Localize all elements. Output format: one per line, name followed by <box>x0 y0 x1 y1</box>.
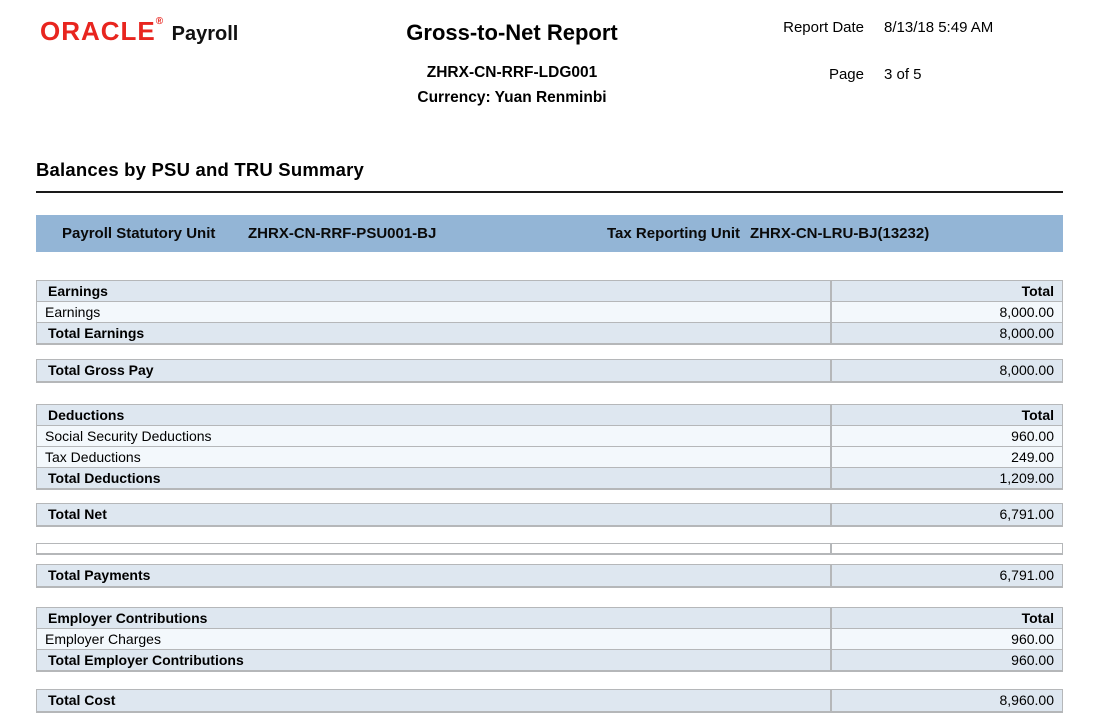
oracle-trademark: ® <box>155 16 164 27</box>
table-row: Social Security Deductions 960.00 <box>37 425 1062 446</box>
total-payments-table: Total Payments 6,791.00 <box>36 564 1063 588</box>
row-value: 8,000.00 <box>999 362 1055 378</box>
tru-value: ZHRX-CN-LRU-BJ(13232) <box>750 225 930 242</box>
row-label: Total Employer Contributions <box>37 650 832 670</box>
row-label: Employer Contributions <box>37 608 832 628</box>
table-row: Employer Contributions Total <box>37 608 1062 628</box>
row-label: Total Deductions <box>37 468 832 488</box>
oracle-payroll-logo: ORACLE® Payroll <box>40 16 238 47</box>
psu-value: ZHRX-CN-RRF-PSU001-BJ <box>248 225 437 242</box>
table-row: Earnings 8,000.00 <box>37 301 1062 322</box>
row-value <box>832 544 1062 553</box>
table-row: Tax Deductions 249.00 <box>37 446 1062 467</box>
row-value: 8,000.00 <box>999 325 1055 341</box>
deductions-table: Deductions Total Social Security Deducti… <box>36 404 1063 490</box>
table-row: Total Cost 8,960.00 <box>37 690 1062 711</box>
row-label: Earnings <box>37 281 832 301</box>
earnings-table: Earnings Total Earnings 8,000.00 Total E… <box>36 280 1063 345</box>
row-value: 8,000.00 <box>999 304 1055 320</box>
row-label: Earnings <box>37 302 832 322</box>
table-row: Total Gross Pay 8,000.00 <box>37 360 1062 381</box>
row-label: Employer Charges <box>37 629 832 649</box>
report-date-value: 8/13/18 5:49 AM <box>884 19 994 36</box>
total-cost-table: Total Cost 8,960.00 <box>36 689 1063 713</box>
row-value: 8,960.00 <box>999 692 1055 708</box>
report-date-label: Report Date <box>783 19 864 36</box>
employer-contributions-table: Employer Contributions Total Employer Ch… <box>36 607 1063 672</box>
table-row: Total Employer Contributions 960.00 <box>37 649 1062 670</box>
report-subtitle-currency: Currency: Yuan Renminbi <box>417 89 607 106</box>
row-value: 960.00 <box>1011 652 1054 668</box>
table-row: Total Payments 6,791.00 <box>37 565 1062 586</box>
table-row <box>37 544 1062 553</box>
row-value: Total <box>1021 610 1054 626</box>
logo-product-label: Payroll <box>171 23 239 45</box>
row-label: Total Payments <box>37 565 832 586</box>
row-label: Total Earnings <box>37 323 832 343</box>
page-label: Page <box>828 66 864 83</box>
table-row: Total Earnings 8,000.00 <box>37 322 1062 343</box>
row-value: 6,791.00 <box>999 506 1055 522</box>
table-row: Total Net 6,791.00 <box>37 504 1062 525</box>
row-value: 960.00 <box>1011 631 1054 647</box>
table-row: Deductions Total <box>37 405 1062 425</box>
table-row: Employer Charges 960.00 <box>37 628 1062 649</box>
row-value: 249.00 <box>1011 449 1054 465</box>
row-label: Tax Deductions <box>37 447 832 467</box>
page-value: 3 of 5 <box>884 66 922 83</box>
row-label: Total Gross Pay <box>37 360 832 381</box>
row-label: Deductions <box>37 405 832 425</box>
table-row: Earnings Total <box>37 281 1062 301</box>
report-title: Gross-to-Net Report <box>406 20 618 45</box>
heading-rule <box>36 191 1063 193</box>
total-gross-pay-table: Total Gross Pay 8,000.00 <box>36 359 1063 383</box>
oracle-logo: ORACLE <box>40 16 156 46</box>
row-label <box>37 544 832 553</box>
row-value: 960.00 <box>1011 428 1054 444</box>
row-label: Social Security Deductions <box>37 426 832 446</box>
report-subtitle-ledger: ZHRX-CN-RRF-LDG001 <box>426 64 598 81</box>
psu-tru-bar: Payroll Statutory Unit ZHRX-CN-RRF-PSU00… <box>36 215 1063 252</box>
row-label: Total Cost <box>37 690 832 711</box>
row-value: Total <box>1021 283 1054 299</box>
empty-spacer-row <box>36 543 1063 555</box>
section-heading: Balances by PSU and TRU Summary <box>36 159 364 180</box>
tru-label: Tax Reporting Unit <box>607 225 741 242</box>
row-value: 6,791.00 <box>999 567 1055 583</box>
table-row: Total Deductions 1,209.00 <box>37 467 1062 488</box>
row-value: 1,209.00 <box>999 470 1055 486</box>
row-label: Total Net <box>37 504 832 525</box>
total-net-table: Total Net 6,791.00 <box>36 503 1063 527</box>
row-value: Total <box>1021 407 1054 423</box>
psu-label: Payroll Statutory Unit <box>62 225 216 242</box>
